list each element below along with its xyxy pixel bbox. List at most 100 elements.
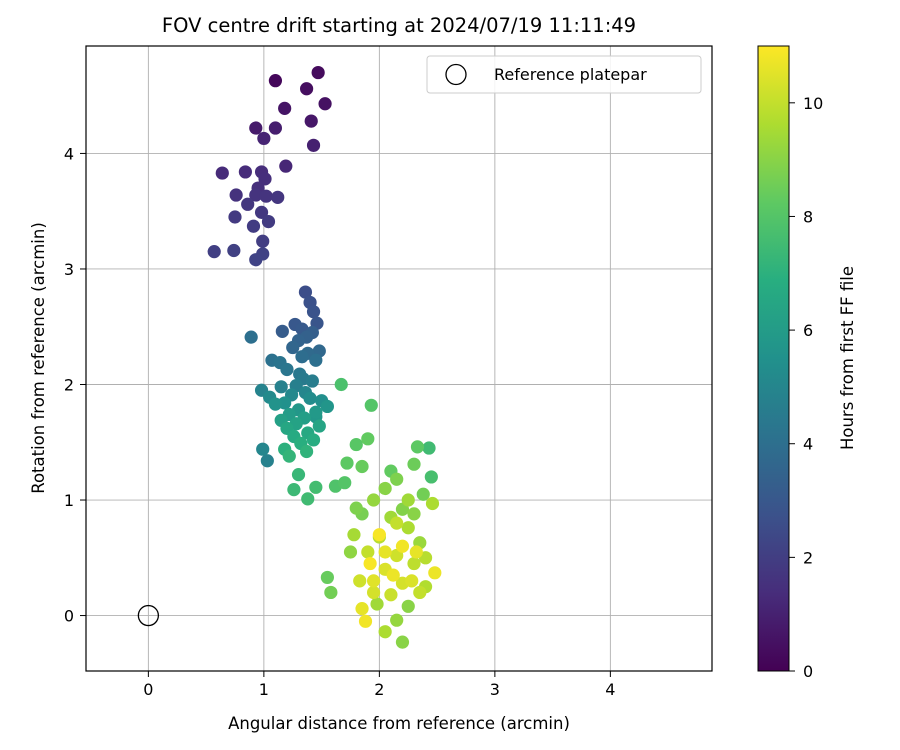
colorbar-tick-label: 4 <box>803 435 813 454</box>
y-axis-ticks: 0 1 2 3 4 <box>64 144 86 626</box>
data-point <box>378 481 392 496</box>
y-tick-label: 1 <box>64 491 74 510</box>
chart-title: FOV centre drift starting at 2024/07/19 … <box>162 14 636 37</box>
data-point <box>372 528 386 542</box>
data-point <box>349 437 363 452</box>
data-point <box>366 493 381 507</box>
data-point <box>306 138 321 152</box>
data-point <box>306 433 321 447</box>
data-point <box>358 614 373 628</box>
data-point <box>258 172 272 186</box>
data-point <box>386 568 400 582</box>
data-point <box>390 472 404 486</box>
data-point <box>256 234 270 248</box>
data-point <box>347 528 361 542</box>
data-point <box>390 516 404 530</box>
data-point <box>279 159 293 173</box>
data-point <box>361 545 375 559</box>
data-point <box>274 380 288 394</box>
x-axis-label: Angular distance from reference (arcmin) <box>228 714 570 733</box>
data-point <box>355 602 369 616</box>
data-point <box>409 545 423 559</box>
data-point <box>343 545 358 559</box>
data-point <box>261 215 276 229</box>
data-point <box>355 459 369 474</box>
data-point <box>275 324 289 338</box>
data-point <box>241 197 255 211</box>
reference-marker-group <box>137 604 160 627</box>
data-point <box>416 487 430 501</box>
data-point <box>309 353 323 367</box>
data-point <box>318 97 332 111</box>
data-point <box>312 419 326 433</box>
data-point <box>303 391 317 405</box>
data-point <box>340 456 354 470</box>
data-point <box>309 405 323 419</box>
data-point <box>306 305 321 319</box>
legend-label: Reference platepar <box>494 65 647 84</box>
data-point <box>413 585 427 600</box>
y-axis-label: Rotation from reference (arcmin) <box>29 222 48 494</box>
data-point <box>305 374 319 388</box>
data-point <box>410 440 425 454</box>
y-tick-label: 0 <box>64 607 74 626</box>
x-tick-label: 0 <box>143 680 153 699</box>
data-point <box>268 74 283 88</box>
colorbar-ticks: 0 2 4 6 8 10 <box>789 94 823 681</box>
data-point <box>249 188 263 202</box>
data-point <box>228 210 242 224</box>
data-point <box>353 574 367 588</box>
data-point <box>422 441 436 455</box>
colorbar-tick-label: 8 <box>803 207 813 226</box>
data-point <box>256 442 270 456</box>
legend: Reference platepar <box>426 55 702 94</box>
data-point <box>395 539 410 553</box>
colorbar-gradient <box>757 45 790 672</box>
colorbar-tick-label: 6 <box>803 321 813 340</box>
colorbar-tick-label: 10 <box>803 94 823 113</box>
data-point <box>298 285 313 299</box>
x-axis-ticks: 0 1 2 3 4 <box>143 671 615 699</box>
data-point <box>320 570 334 585</box>
x-tick-label: 4 <box>605 680 615 699</box>
y-tick-label: 3 <box>64 260 74 279</box>
x-tick-label: 3 <box>490 680 500 699</box>
y-tick-label: 4 <box>64 144 74 163</box>
data-point <box>407 457 421 471</box>
data-point <box>259 189 273 203</box>
data-point <box>405 574 419 588</box>
data-point <box>304 114 318 128</box>
data-point <box>401 521 415 535</box>
data-point <box>295 350 309 364</box>
data-point <box>215 166 229 180</box>
data-point <box>291 468 306 482</box>
data-point <box>280 362 294 377</box>
data-point <box>428 566 442 580</box>
legend-marker-icon <box>445 63 467 86</box>
data-point <box>260 454 274 468</box>
data-point <box>424 470 438 484</box>
data-point <box>395 635 410 649</box>
data-point <box>366 585 381 600</box>
data-point <box>309 480 323 494</box>
data-point <box>257 131 271 146</box>
data-point <box>249 253 263 267</box>
data-point <box>278 101 292 115</box>
data-point <box>254 205 269 219</box>
data-point <box>320 399 334 414</box>
legend-box <box>426 55 702 94</box>
data-point <box>378 545 392 559</box>
colorbar-label: Hours from first FF file <box>838 266 857 450</box>
data-point <box>407 556 421 571</box>
data-point <box>268 397 283 411</box>
data-point <box>401 493 415 507</box>
data-point <box>300 82 314 96</box>
y-tick-label: 2 <box>64 375 74 394</box>
colorbar-tick-label: 2 <box>803 548 813 567</box>
data-point <box>271 190 285 204</box>
data-point <box>349 501 363 515</box>
colorbar-tick-label: 0 <box>803 662 813 681</box>
x-tick-label: 1 <box>259 680 269 699</box>
data-point <box>401 599 415 613</box>
